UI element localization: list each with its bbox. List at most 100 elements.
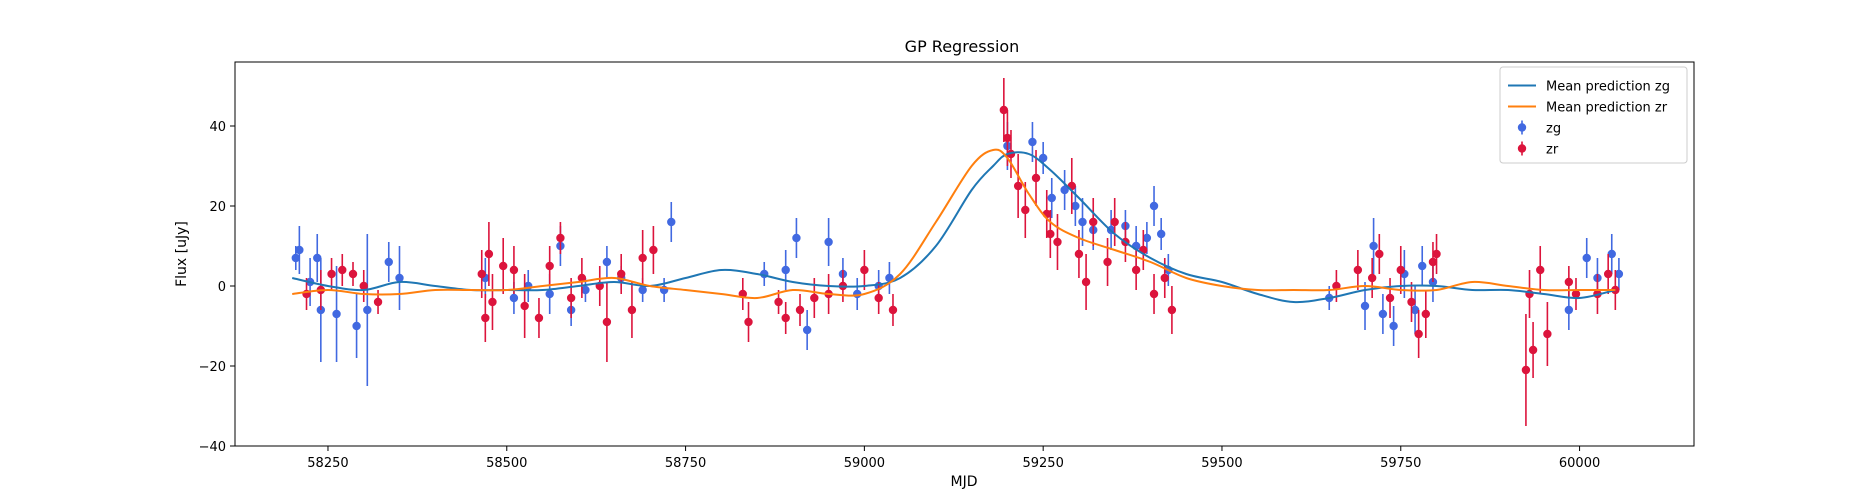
- zr-point: [1428, 257, 1438, 267]
- zr-point: [566, 293, 576, 303]
- zg-point: [384, 257, 393, 267]
- y-tick-label: −40: [199, 440, 226, 455]
- zr-point: [617, 269, 626, 279]
- legend-item: Mean prediction zg: [1508, 80, 1670, 95]
- zg-point: [295, 245, 304, 255]
- legend-box: [1499, 66, 1688, 164]
- zr-point: [359, 281, 368, 291]
- zr-point: [1571, 289, 1581, 299]
- zg-point: [1418, 261, 1427, 271]
- zr-point: [1385, 293, 1395, 303]
- x-tick-label: 60000: [1559, 456, 1600, 471]
- zr-point: [649, 245, 658, 255]
- x-tick-label: 59500: [1201, 456, 1242, 471]
- legend-label: Mean prediction zr: [1546, 101, 1668, 116]
- zr-point: [1521, 365, 1531, 375]
- zr-point: [638, 253, 647, 263]
- zg-point: [545, 289, 554, 299]
- zg-point: [313, 253, 322, 263]
- chart-title: GP Regression: [905, 37, 1020, 56]
- zr-point: [1013, 181, 1023, 191]
- zg-point: [1156, 229, 1166, 239]
- legend-marker-swatch: [1517, 123, 1527, 132]
- legend-item: zr: [1517, 141, 1559, 158]
- zr-point: [1353, 265, 1363, 275]
- legend-label: zg: [1546, 122, 1561, 137]
- zg-point: [581, 285, 590, 295]
- zr-point: [1003, 133, 1012, 143]
- zr-point: [520, 301, 529, 311]
- legend-label: Mean prediction zg: [1546, 80, 1670, 95]
- zg-point: [824, 237, 833, 247]
- y-tick-label: 20: [209, 200, 226, 215]
- zr-point: [477, 269, 486, 279]
- zg-point: [781, 265, 790, 275]
- legend: Mean prediction zg Mean prediction zr zg zr: [1499, 66, 1688, 164]
- x-tick-label: 58750: [665, 456, 706, 471]
- zr-point: [498, 261, 508, 271]
- zr-point: [348, 269, 358, 279]
- zg-point: [1378, 309, 1388, 319]
- zr-point: [577, 273, 587, 283]
- zr-point: [1421, 309, 1431, 319]
- x-axis-label: MJD: [951, 474, 978, 490]
- axes-frame: [234, 61, 1695, 447]
- zg-point: [1028, 137, 1037, 147]
- zr-point: [1528, 345, 1538, 355]
- zr-point: [1603, 269, 1613, 279]
- zg-point: [352, 321, 361, 331]
- zr-point: [1021, 205, 1030, 215]
- x-tick-label: 58250: [307, 456, 348, 471]
- zg-point: [1078, 217, 1087, 227]
- zr-point: [1149, 289, 1159, 299]
- zg-point: [363, 305, 372, 315]
- zr-point: [556, 233, 565, 243]
- zr-point: [1414, 329, 1423, 339]
- zr-point: [1074, 249, 1084, 259]
- zr-point: [1407, 297, 1416, 307]
- zr-point: [509, 265, 519, 275]
- zr-point: [1160, 273, 1169, 283]
- zr-point: [1103, 257, 1112, 267]
- zr-point: [744, 317, 753, 327]
- zr-point: [1564, 277, 1574, 287]
- x-tick-label: 58500: [486, 456, 527, 471]
- zg-point: [1614, 269, 1624, 279]
- zr-point: [1375, 249, 1384, 259]
- y-tick-label: 0: [218, 280, 226, 295]
- zr-points: [302, 78, 1620, 426]
- zr-point: [1089, 217, 1098, 227]
- zg-point: [332, 309, 341, 319]
- zr-point: [1081, 277, 1091, 287]
- zg-point: [1071, 201, 1080, 211]
- y-axis-label: Flux [uJy]: [174, 221, 190, 287]
- zg-point: [792, 233, 801, 243]
- zr-point: [874, 293, 883, 303]
- zr-point: [1543, 329, 1552, 339]
- zg-point: [802, 325, 812, 335]
- zr-point: [1536, 265, 1545, 275]
- zr-point: [484, 249, 494, 259]
- x-tick-label: 59250: [1022, 456, 1063, 471]
- zr-point: [774, 297, 783, 307]
- zr-point: [810, 293, 819, 303]
- y-tick-label: 40: [209, 120, 226, 135]
- zg-point: [1047, 193, 1056, 203]
- zg-point: [602, 257, 612, 267]
- zr-point: [1396, 265, 1405, 275]
- zg-point: [1389, 321, 1398, 331]
- zr-point: [999, 105, 1009, 115]
- x-tick-label: 59000: [844, 456, 885, 471]
- legend-marker-swatch: [1517, 144, 1527, 153]
- zg-point: [885, 273, 894, 283]
- zr-point: [602, 317, 612, 327]
- zg-point: [1369, 241, 1378, 251]
- zg-point: [291, 253, 300, 263]
- zr-point: [1053, 237, 1062, 247]
- zr-point: [795, 305, 805, 315]
- zr-point: [1367, 273, 1377, 283]
- zg-point: [1149, 201, 1159, 211]
- zr-point: [1611, 285, 1620, 295]
- zr-point: [373, 297, 383, 307]
